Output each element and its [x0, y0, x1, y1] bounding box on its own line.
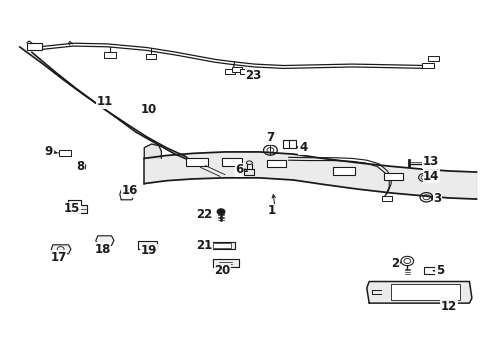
Polygon shape	[209, 242, 234, 249]
FancyBboxPatch shape	[224, 69, 234, 74]
Text: 5: 5	[435, 264, 443, 277]
Text: 3: 3	[433, 192, 441, 205]
Text: 1: 1	[267, 204, 275, 217]
Text: 21: 21	[196, 239, 212, 252]
Circle shape	[217, 209, 224, 215]
FancyBboxPatch shape	[145, 54, 156, 59]
Text: 7: 7	[266, 131, 274, 144]
FancyBboxPatch shape	[103, 52, 116, 58]
FancyBboxPatch shape	[266, 160, 285, 167]
Text: 2: 2	[390, 257, 398, 270]
FancyBboxPatch shape	[232, 67, 242, 72]
Text: 22: 22	[196, 208, 212, 221]
FancyBboxPatch shape	[239, 69, 249, 74]
FancyBboxPatch shape	[222, 158, 242, 166]
Text: 19: 19	[141, 244, 157, 257]
Text: 12: 12	[440, 300, 456, 313]
FancyBboxPatch shape	[282, 140, 296, 148]
FancyBboxPatch shape	[59, 150, 71, 156]
Polygon shape	[366, 282, 471, 303]
FancyBboxPatch shape	[332, 167, 354, 175]
FancyBboxPatch shape	[427, 56, 438, 61]
Text: 20: 20	[214, 264, 230, 277]
Polygon shape	[120, 190, 134, 200]
Text: 18: 18	[94, 243, 111, 256]
Polygon shape	[68, 200, 87, 213]
Polygon shape	[138, 241, 157, 249]
FancyBboxPatch shape	[383, 173, 403, 180]
Text: 10: 10	[141, 103, 157, 116]
FancyBboxPatch shape	[382, 196, 391, 201]
FancyBboxPatch shape	[212, 243, 231, 248]
Polygon shape	[51, 245, 71, 254]
Text: 9: 9	[45, 145, 53, 158]
FancyBboxPatch shape	[421, 63, 433, 68]
Text: 6: 6	[235, 163, 243, 176]
Polygon shape	[20, 47, 193, 162]
Text: 16: 16	[121, 184, 138, 197]
Polygon shape	[144, 144, 161, 158]
Text: 17: 17	[50, 251, 67, 264]
FancyBboxPatch shape	[424, 267, 439, 274]
Text: 11: 11	[97, 95, 113, 108]
FancyBboxPatch shape	[390, 284, 459, 300]
Text: 14: 14	[422, 170, 439, 183]
FancyBboxPatch shape	[185, 158, 207, 166]
Text: 4: 4	[299, 141, 306, 154]
Text: 15: 15	[64, 202, 81, 215]
Text: 13: 13	[421, 156, 438, 168]
Text: 8: 8	[77, 160, 84, 173]
Polygon shape	[144, 152, 476, 199]
Polygon shape	[212, 259, 238, 267]
Polygon shape	[96, 236, 114, 246]
FancyBboxPatch shape	[27, 43, 41, 50]
Text: 23: 23	[244, 69, 261, 82]
